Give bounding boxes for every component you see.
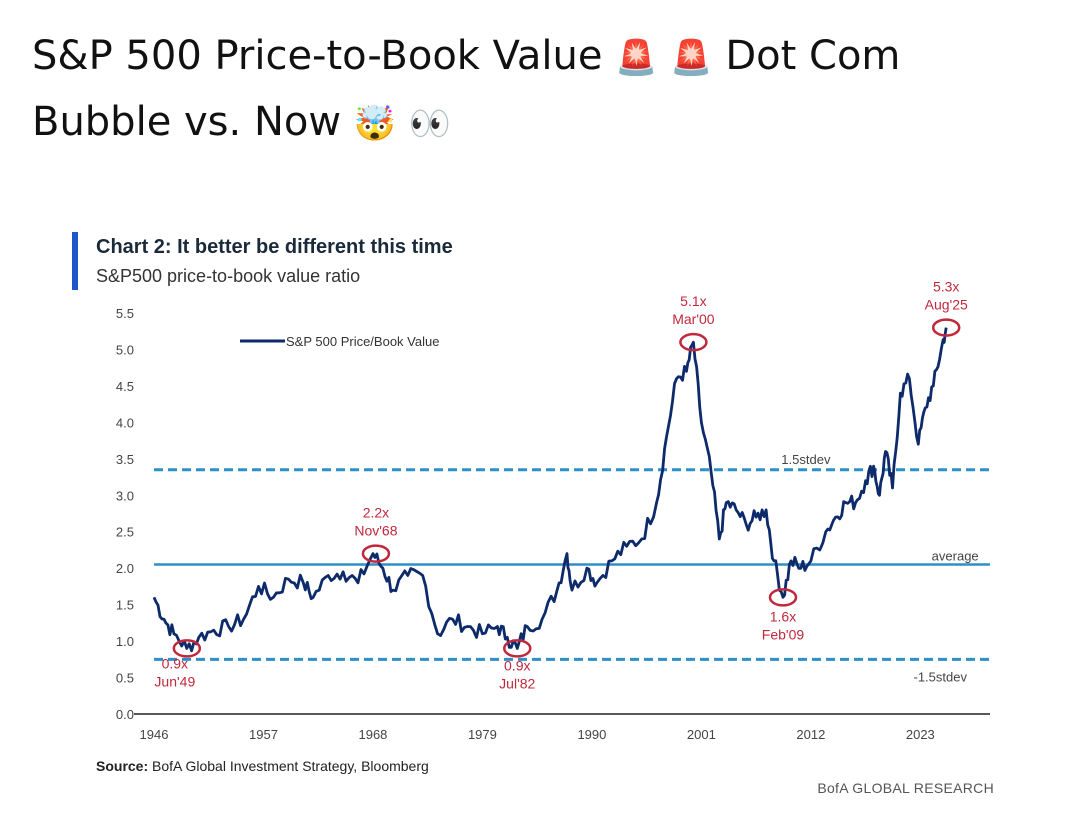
y-tick-label-8: 4.0 bbox=[116, 415, 134, 430]
y-tick-label-3: 1.5 bbox=[116, 598, 134, 613]
annotation-value-5: 5.3x bbox=[933, 279, 959, 295]
annotation-value-0: 0.9x bbox=[162, 655, 188, 671]
series-line-sp500-pb bbox=[152, 327, 948, 653]
x-tick-label-2: 1968 bbox=[358, 727, 387, 742]
annotation-value-4: 1.6x bbox=[770, 608, 796, 624]
y-tick-label-0: 0.0 bbox=[116, 707, 134, 722]
x-tick-label-4: 1990 bbox=[577, 727, 606, 742]
y-tick-label-9: 4.5 bbox=[116, 379, 134, 394]
reference-label-0: 1.5stdev bbox=[781, 452, 831, 467]
annotation-circle-0 bbox=[172, 639, 202, 658]
price-to-book-chart: 0.0 0.5 1.0 1.5 2.0 2.5 3.0 3.5 4.0 4.5 5.0 5.5 1946… bbox=[116, 279, 990, 742]
y-tick-label-7: 3.5 bbox=[116, 452, 134, 467]
chart-source: Source: BofA Global Investment Strategy,… bbox=[96, 758, 429, 774]
y-tick-label-5: 2.5 bbox=[116, 525, 134, 540]
post-title-text-1: S&P 500 Price-to-Book Value bbox=[32, 33, 603, 79]
y-tick-label-4: 2.0 bbox=[116, 561, 134, 576]
x-tick-label-3: 1979 bbox=[468, 727, 497, 742]
chart-title: Chart 2: It better be different this tim… bbox=[96, 236, 453, 258]
source-prefix: Source: bbox=[96, 758, 149, 774]
annotation-circle-2 bbox=[503, 639, 532, 658]
x-tick-label-5: 2001 bbox=[687, 727, 716, 742]
y-tick-label-1: 0.5 bbox=[116, 671, 134, 686]
siren-icon-2: 🚨 bbox=[670, 38, 713, 78]
exploding-head-icon: 🤯 bbox=[353, 104, 397, 144]
annotation-date-3: Mar'00 bbox=[672, 311, 715, 327]
annotation-date-0: Jun'49 bbox=[154, 673, 195, 689]
annotation-value-3: 5.1x bbox=[680, 293, 706, 309]
annotation-date-1: Nov'68 bbox=[354, 523, 397, 539]
x-tick-label-0: 1946 bbox=[140, 727, 169, 742]
source-text: BofA Global Investment Strategy, Bloombe… bbox=[152, 758, 429, 774]
annotation-date-4: Feb'09 bbox=[762, 626, 805, 642]
y-tick-label-2: 1.0 bbox=[116, 634, 134, 649]
annotation-date-2: Jul'82 bbox=[499, 675, 535, 691]
chart-subtitle: S&P500 price-to-book value ratio bbox=[96, 266, 361, 286]
legend-label: S&P 500 Price/Book Value bbox=[286, 334, 439, 349]
y-tick-label-6: 3.0 bbox=[116, 488, 134, 503]
post-title: S&P 500 Price-to-Book Value 🚨 🚨 Dot Com … bbox=[32, 24, 1032, 156]
annotation-date-5: Aug'25 bbox=[925, 297, 968, 313]
chart-card: Chart 2: It better be different this tim… bbox=[60, 220, 1020, 820]
annotation-value-2: 0.9x bbox=[504, 657, 530, 673]
y-tick-label-10: 5.0 bbox=[116, 342, 134, 357]
brand-label: BofA GLOBAL RESEARCH bbox=[817, 780, 994, 796]
annotation-circle-4 bbox=[768, 588, 798, 607]
annotation-circle-5 bbox=[931, 318, 961, 337]
annotation-value-1: 2.2x bbox=[363, 505, 389, 521]
annotation-circle-3 bbox=[679, 332, 708, 352]
x-tick-label-7: 2023 bbox=[906, 727, 935, 742]
annotation-circle-1 bbox=[361, 544, 391, 563]
x-tick-label-1: 1957 bbox=[249, 727, 278, 742]
y-tick-label-11: 5.5 bbox=[116, 306, 134, 321]
reference-label-2: -1.5stdev bbox=[913, 669, 967, 684]
post-title-text-2: Dot Com Bubble vs. Now bbox=[32, 33, 901, 145]
siren-icon: 🚨 bbox=[615, 38, 658, 78]
chart-accent-bar bbox=[72, 232, 78, 290]
eyes-icon: 👀 bbox=[408, 104, 452, 144]
reference-label-1: average bbox=[932, 549, 979, 564]
x-tick-label-6: 2012 bbox=[796, 727, 825, 742]
